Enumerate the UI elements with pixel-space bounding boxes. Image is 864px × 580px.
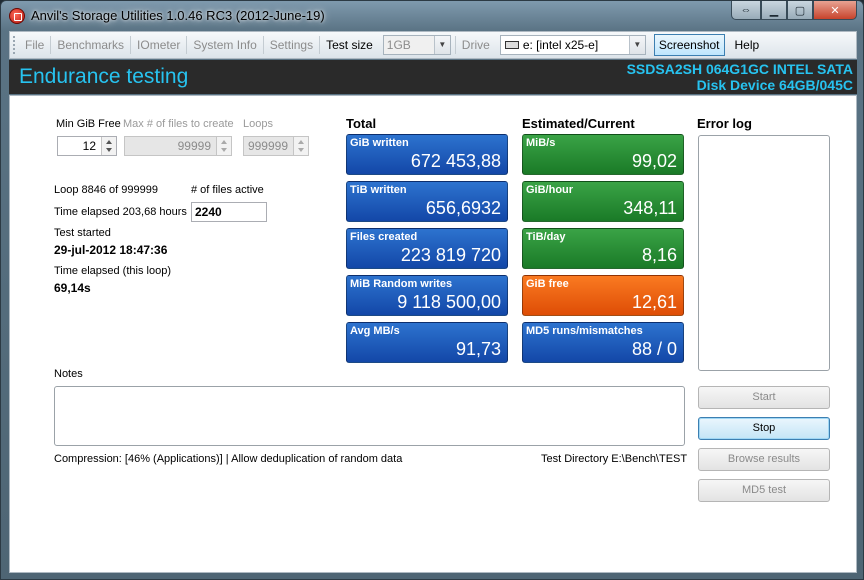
tile-value: 99,02	[631, 151, 677, 171]
tile-label: GiB/hour	[526, 184, 574, 196]
spin-arrows-icon	[293, 137, 308, 155]
time-elapsed-loop-value: 69,14s	[54, 281, 91, 295]
min-gib-free-label: Min GiB Free	[56, 118, 121, 130]
window-controls: ⇔ ▁ ▢ ✕	[731, 1, 857, 21]
tile-label: Files created	[350, 231, 418, 243]
time-elapsed-total: Time elapsed 203,68 hours	[54, 206, 187, 218]
menu-bar: File Benchmarks IOmeter System Info Sett…	[9, 31, 857, 59]
tile-md5-runs: MD5 runs/mismatches 88 / 0	[522, 322, 684, 363]
max-files-label: Max # of files to create	[123, 118, 234, 130]
tile-label: GiB written	[350, 137, 409, 149]
chevron-down-icon[interactable]: ▼	[628, 36, 645, 54]
tile-value: 12,61	[631, 292, 677, 312]
menu-file[interactable]: File	[19, 36, 52, 54]
loops-label: Loops	[243, 118, 273, 130]
toolbar-grip[interactable]	[13, 36, 19, 54]
test-size-label: Test size	[326, 38, 373, 52]
files-active-label: # of files active	[191, 184, 264, 196]
drive-label: Drive	[454, 36, 496, 54]
tile-avg-mbs: Avg MB/s 91,73	[346, 322, 508, 363]
tile-label: GiB free	[526, 278, 569, 290]
tile-value: 348,11	[623, 198, 677, 218]
min-gib-free-stepper[interactable]: 12	[57, 136, 117, 156]
menu-iometer[interactable]: IOmeter	[131, 36, 188, 54]
compression-status: Compression: [46% (Applications)] | Allo…	[54, 453, 403, 465]
close-icon[interactable]: ✕	[813, 1, 857, 20]
stop-button[interactable]: Stop	[698, 417, 830, 440]
total-heading: Total	[346, 116, 377, 131]
tile-value: 672 453,88	[410, 151, 501, 171]
test-size-select[interactable]: 1GB ▼	[382, 35, 451, 55]
title-bar[interactable]: Anvil's Storage Utilities 1.0.46 RC3 (20…	[1, 1, 863, 31]
error-log-box[interactable]	[698, 135, 830, 371]
tile-value: 656,6932	[425, 198, 501, 218]
time-elapsed-loop-label: Time elapsed (this loop)	[54, 265, 171, 277]
menu-help[interactable]: Help	[734, 38, 760, 52]
loop-status: Loop 8846 of 999999	[54, 184, 158, 196]
tile-gib-written: GiB written 672 453,88	[346, 134, 508, 175]
loops-value: 999999	[247, 139, 288, 153]
page-header: Endurance testing SSDSA2SH 064G1GC INTEL…	[9, 60, 857, 94]
tile-label: MiB Random writes	[350, 278, 453, 290]
screenshot-button[interactable]: Screenshot	[653, 34, 725, 56]
max-files-stepper: 99999	[124, 136, 232, 156]
tile-label: TiB written	[350, 184, 407, 196]
window-title: Anvil's Storage Utilities 1.0.46 RC3 (20…	[31, 8, 325, 23]
chevron-down-icon[interactable]: ▼	[433, 36, 450, 54]
tile-gib-hour: GiB/hour 348,11	[522, 181, 684, 222]
tile-mibs: MiB/s 99,02	[522, 134, 684, 175]
max-files-value: 99999	[177, 139, 211, 153]
spin-arrows-icon	[216, 137, 231, 155]
page-title: Endurance testing	[19, 65, 189, 88]
notes-textarea[interactable]	[54, 386, 685, 446]
tile-gib-free: GiB free 12,61	[522, 275, 684, 316]
tile-value: 91,73	[455, 339, 501, 359]
snap-arrows-icon[interactable]: ⇔	[731, 1, 761, 20]
menu-benchmarks[interactable]: Benchmarks	[51, 36, 132, 54]
estimated-heading: Estimated/Current	[522, 116, 635, 131]
menu-system-info[interactable]: System Info	[187, 36, 264, 54]
device-name-line2: Disk Device 64GB/045C	[696, 77, 853, 93]
notes-label: Notes	[54, 368, 83, 380]
loops-stepper: 999999	[243, 136, 309, 156]
start-button[interactable]: Start	[698, 386, 830, 409]
tile-label: MiB/s	[526, 137, 556, 149]
disk-drive-icon	[504, 41, 519, 49]
test-size-value: 1GB	[386, 38, 411, 52]
tile-value: 223 819 720	[400, 245, 501, 265]
min-gib-free-value: 12	[82, 139, 96, 153]
tile-mib-random-writes: MiB Random writes 9 118 500,00	[346, 275, 508, 316]
tile-value: 8,16	[641, 245, 677, 265]
minimize-icon[interactable]: ▁	[761, 1, 787, 20]
spin-arrows-icon[interactable]	[101, 137, 116, 155]
tile-tib-day: TiB/day 8,16	[522, 228, 684, 269]
drive-value: e: [intel x25-e]	[522, 38, 599, 52]
main-panel: Min GiB Free Max # of files to create Lo…	[9, 95, 857, 573]
md5-test-button[interactable]: MD5 test	[698, 479, 830, 502]
test-directory: Test Directory E:\Bench\TEST	[541, 453, 688, 465]
tile-label: Avg MB/s	[350, 325, 400, 337]
maximize-icon[interactable]: ▢	[787, 1, 813, 20]
app-logo-icon[interactable]	[9, 8, 25, 24]
tile-tib-written: TiB written 656,6932	[346, 181, 508, 222]
drive-select[interactable]: e: [intel x25-e] ▼	[499, 35, 646, 55]
menu-settings[interactable]: Settings	[264, 36, 321, 54]
browse-results-button[interactable]: Browse results	[698, 448, 830, 471]
tile-value: 88 / 0	[631, 339, 677, 359]
test-started-value: 29-jul-2012 18:47:36	[54, 243, 168, 257]
tile-files-created: Files created 223 819 720	[346, 228, 508, 269]
device-name-line1: SSDSA2SH 064G1GC INTEL SATA	[626, 61, 853, 77]
tile-label: TiB/day	[526, 231, 566, 243]
files-active-field[interactable]: 2240	[191, 202, 267, 222]
error-log-heading: Error log	[697, 116, 752, 131]
tile-label: MD5 runs/mismatches	[526, 325, 643, 337]
test-started-label: Test started	[54, 227, 111, 239]
tile-value: 9 118 500,00	[397, 292, 501, 312]
